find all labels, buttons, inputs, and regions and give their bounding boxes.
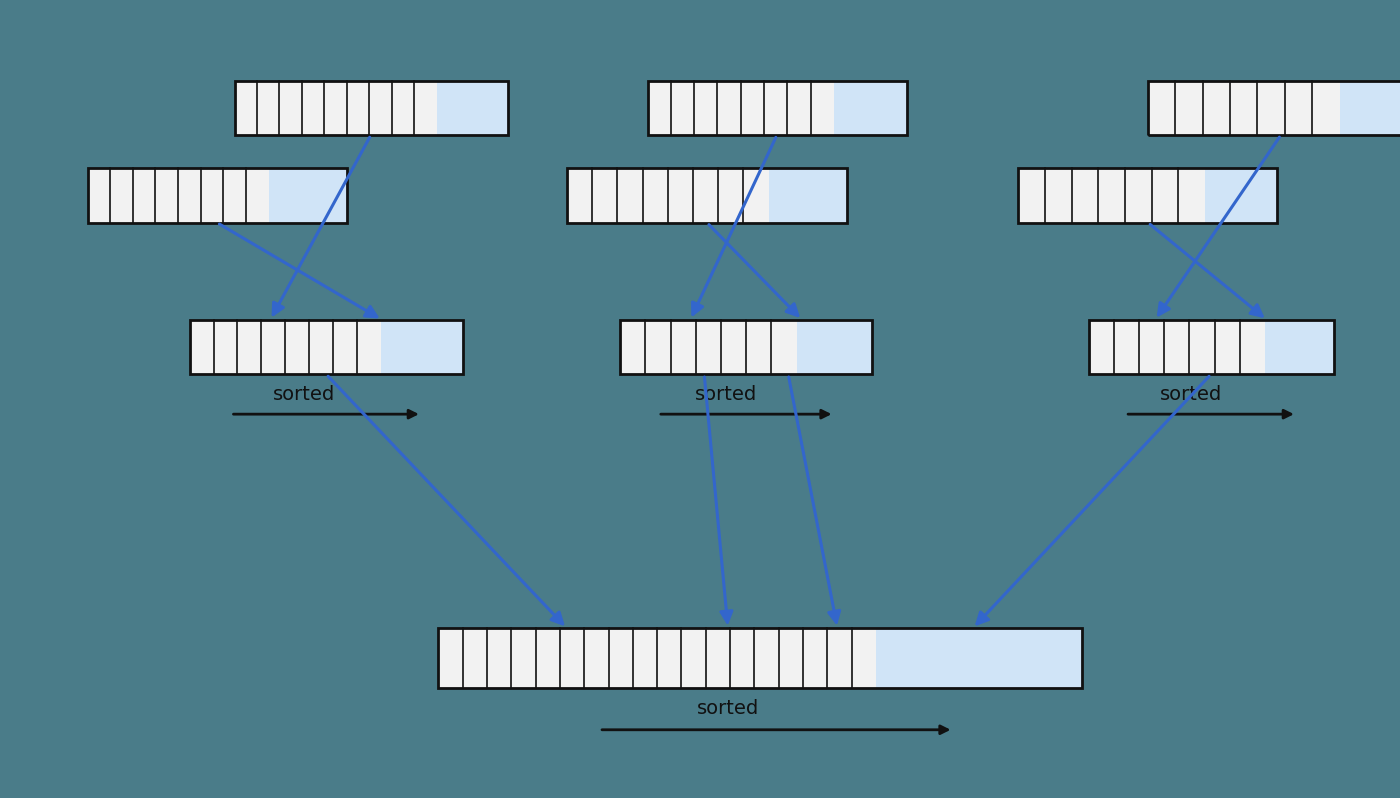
Bar [1018,168,1277,223]
Bar [1264,320,1333,374]
Bar [647,81,907,135]
Bar [797,320,872,374]
Bar [1340,81,1400,135]
Bar [381,320,462,374]
Bar [1148,81,1340,135]
Text: sorted: sorted [273,385,336,404]
Bar [438,629,876,688]
Bar [235,81,437,135]
Bar [1205,168,1277,223]
Bar [769,168,847,223]
Text: sorted: sorted [694,385,757,404]
Bar [235,81,508,135]
Bar [567,168,847,223]
Bar [620,320,797,374]
Bar [1089,320,1266,374]
Bar [438,629,1082,688]
Bar [1148,81,1400,135]
Bar [567,168,769,223]
Bar [87,168,347,223]
Bar [876,629,1082,688]
Bar [190,320,462,374]
Bar [1018,168,1205,223]
Bar [1089,320,1333,374]
Bar [87,168,269,223]
Bar [647,81,834,135]
Text: sorted: sorted [1161,385,1222,404]
Text: sorted: sorted [697,699,759,717]
Bar [834,81,907,135]
Bar [437,81,508,135]
Bar [620,320,872,374]
Bar [190,320,381,374]
Bar [269,168,347,223]
